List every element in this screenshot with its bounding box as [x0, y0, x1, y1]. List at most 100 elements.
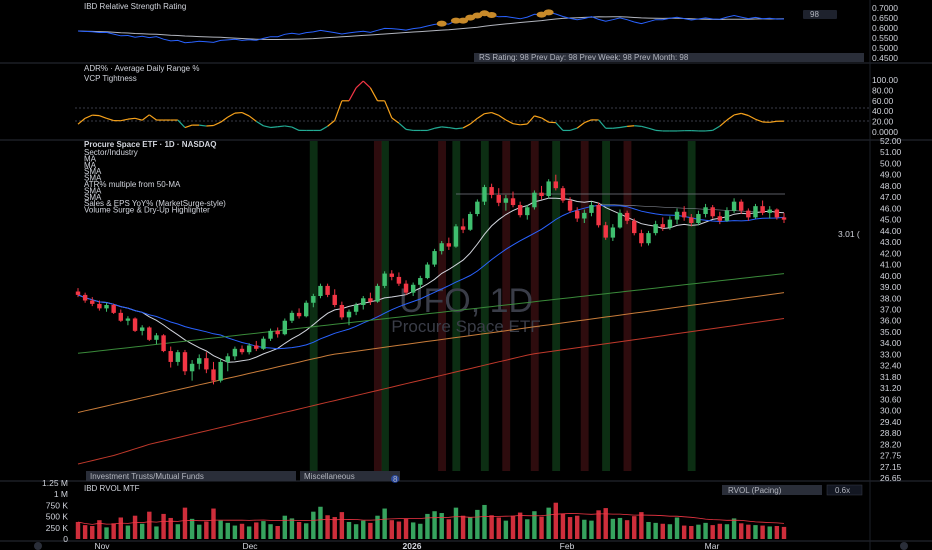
candle[interactable] [553, 174, 559, 191]
settings-icon[interactable] [900, 542, 908, 550]
candle[interactable] [282, 318, 288, 336]
candle[interactable] [90, 297, 95, 307]
scroll-left-icon[interactable] [34, 542, 42, 550]
candle[interactable] [182, 349, 188, 376]
candle[interactable] [382, 271, 387, 289]
candle[interactable] [446, 237, 452, 250]
candle[interactable] [731, 198, 737, 213]
price-pane[interactable]: UFO, 1D Procure Space ETF 52.0051.0050.0… [75, 136, 902, 484]
candle[interactable] [496, 188, 501, 207]
candle[interactable] [439, 240, 444, 255]
candle[interactable] [632, 218, 637, 236]
candlestick-series[interactable] [75, 174, 787, 385]
candle[interactable] [75, 288, 81, 298]
candle[interactable] [403, 280, 409, 295]
candle[interactable] [739, 199, 744, 215]
candle[interactable] [753, 203, 758, 219]
candle[interactable] [539, 185, 544, 200]
candle[interactable] [724, 207, 730, 222]
candle[interactable] [781, 212, 787, 224]
candle[interactable] [532, 190, 537, 210]
candle[interactable] [681, 206, 687, 221]
candle[interactable] [197, 354, 202, 370]
candle[interactable] [97, 300, 102, 311]
candle[interactable] [118, 309, 123, 322]
candle[interactable] [311, 293, 316, 308]
candle[interactable] [332, 289, 337, 308]
candle[interactable] [303, 300, 309, 318]
candle[interactable] [639, 229, 644, 247]
candle[interactable] [617, 209, 623, 229]
candle[interactable] [232, 346, 238, 361]
candle[interactable] [546, 179, 551, 199]
vcp-pane[interactable]: ADR% · Average Daily Range % VCP Tightne… [75, 64, 898, 137]
candle[interactable] [239, 345, 245, 355]
candle[interactable] [418, 275, 423, 289]
candle[interactable] [268, 328, 273, 341]
candle[interactable] [389, 270, 394, 281]
candle[interactable] [368, 292, 373, 306]
candle[interactable] [139, 325, 145, 336]
candle[interactable] [161, 334, 166, 353]
candle[interactable] [689, 214, 694, 227]
candle[interactable] [425, 262, 430, 280]
candle[interactable] [353, 302, 359, 316]
candle[interactable] [246, 343, 252, 355]
candle[interactable] [767, 206, 772, 219]
candle[interactable] [660, 217, 665, 231]
candle[interactable] [254, 340, 259, 352]
candle[interactable] [432, 248, 437, 267]
candle[interactable] [510, 191, 516, 208]
candle[interactable] [189, 360, 195, 381]
candle[interactable] [275, 327, 280, 338]
candle[interactable] [175, 349, 181, 366]
candle[interactable] [468, 211, 473, 231]
candle[interactable] [460, 218, 466, 234]
candle[interactable] [624, 210, 630, 225]
candle[interactable] [503, 194, 509, 211]
candle[interactable] [525, 205, 530, 220]
candle[interactable] [132, 317, 138, 332]
candle[interactable] [396, 272, 402, 286]
candle[interactable] [296, 308, 302, 319]
candle[interactable] [760, 200, 765, 216]
candle[interactable] [168, 346, 173, 368]
candle[interactable] [582, 209, 587, 224]
candle[interactable] [125, 316, 131, 326]
candle[interactable] [453, 224, 459, 248]
candle[interactable] [375, 283, 380, 303]
candle[interactable] [111, 303, 116, 314]
candle[interactable] [574, 207, 580, 222]
rs-pane[interactable]: IBD Relative Strength Rating 0.70000.650… [77, 2, 898, 63]
candle[interactable] [204, 352, 209, 374]
candle[interactable] [560, 185, 566, 203]
candle[interactable] [774, 208, 780, 220]
candle[interactable] [489, 183, 494, 199]
candle[interactable] [589, 201, 594, 217]
candle[interactable] [567, 197, 573, 213]
candle[interactable] [596, 202, 601, 228]
candle[interactable] [154, 333, 159, 345]
candle[interactable] [603, 221, 608, 240]
candle[interactable] [410, 282, 416, 297]
candle[interactable] [318, 283, 323, 299]
candle[interactable] [289, 310, 295, 323]
candle[interactable] [147, 326, 152, 341]
candle[interactable] [218, 358, 223, 383]
candle[interactable] [475, 199, 480, 217]
candle[interactable] [104, 302, 109, 312]
candle[interactable] [653, 220, 658, 236]
candle[interactable] [482, 184, 487, 206]
candle[interactable] [82, 292, 88, 303]
candle[interactable] [674, 208, 680, 225]
candle[interactable] [703, 203, 708, 218]
candle[interactable] [339, 301, 345, 320]
candle[interactable] [225, 353, 230, 372]
candle[interactable] [696, 210, 701, 226]
candle[interactable] [646, 230, 651, 246]
candle[interactable] [211, 361, 216, 385]
candle[interactable] [717, 211, 723, 225]
